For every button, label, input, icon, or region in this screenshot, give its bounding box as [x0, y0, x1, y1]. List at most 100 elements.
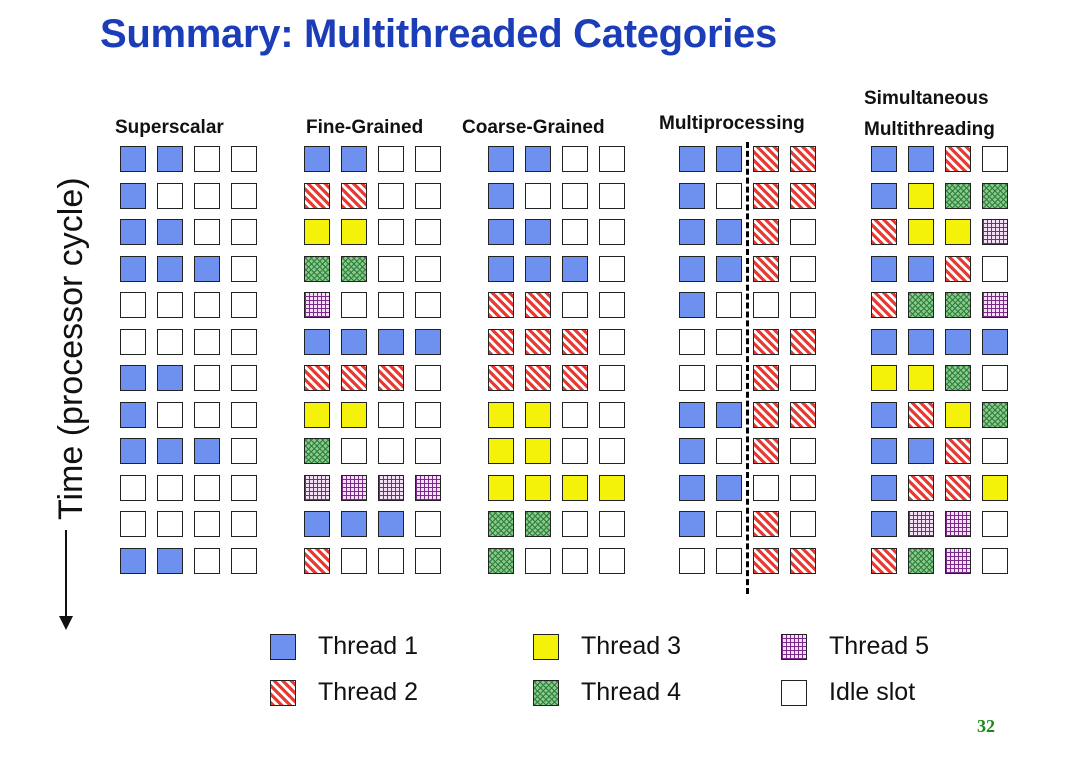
thread-4-slot: [945, 183, 971, 209]
column-heading-superscalar: Superscalar: [115, 115, 224, 140]
thread-1-slot: [679, 146, 705, 172]
thread-2-slot: [945, 146, 971, 172]
thread-4-slot: [525, 511, 551, 537]
thread-1-slot: [120, 365, 146, 391]
thread-2-slot: [488, 365, 514, 391]
thread-1-slot: [304, 329, 330, 355]
idle-slot: [341, 292, 367, 318]
thread-5-slot: [945, 548, 971, 574]
idle-slot: [231, 402, 257, 428]
idle-slot: [231, 146, 257, 172]
thread-1-slot: [488, 183, 514, 209]
idle-slot: [378, 183, 404, 209]
thread-5-slot: [378, 475, 404, 501]
thread-2-slot: [341, 365, 367, 391]
thread-4-slot: [908, 292, 934, 318]
idle-slot: [562, 548, 588, 574]
idle-slot: [562, 438, 588, 464]
thread-1-slot: [488, 219, 514, 245]
thread-1-slot: [871, 146, 897, 172]
idle-slot: [415, 183, 441, 209]
idle-slot: [716, 183, 742, 209]
thread-1-slot: [157, 146, 183, 172]
idle-slot: [378, 219, 404, 245]
idle-slot: [157, 475, 183, 501]
idle-slot: [415, 402, 441, 428]
thread-1-slot: [908, 146, 934, 172]
thread-4-slot: [945, 292, 971, 318]
thread-2-slot: [753, 402, 779, 428]
idle-slot: [679, 548, 705, 574]
idle-slot: [415, 438, 441, 464]
idle-slot: [194, 146, 220, 172]
column-heading-fine-grained: Fine-Grained: [306, 115, 423, 140]
thread-1-slot: [679, 402, 705, 428]
thread-1-slot: [716, 402, 742, 428]
idle-slot: [562, 146, 588, 172]
idle-slot: [415, 256, 441, 282]
idle-slot: [378, 146, 404, 172]
idle-slot: [525, 183, 551, 209]
thread-1-slot: [157, 438, 183, 464]
idle-slot: [194, 365, 220, 391]
thread-1-slot: [871, 402, 897, 428]
thread-1-slot: [679, 511, 705, 537]
legend-label: Thread 3: [581, 632, 682, 660]
thread-2-slot: [790, 548, 816, 574]
thread-1-slot: [982, 329, 1008, 355]
processor-divider-line: [746, 142, 749, 594]
thread-3-slot: [525, 438, 551, 464]
thread-1-slot: [871, 256, 897, 282]
idle-slot: [194, 329, 220, 355]
idle-slot: [231, 548, 257, 574]
idle-slot: [415, 219, 441, 245]
idle-slot: [562, 292, 588, 318]
thread-1-slot: [945, 329, 971, 355]
thread-1-slot: [157, 219, 183, 245]
idle-slot: [790, 438, 816, 464]
idle-slot: [157, 511, 183, 537]
thread-3-slot: [341, 219, 367, 245]
idle-slot: [599, 329, 625, 355]
idle-slot: [716, 511, 742, 537]
idle-slot: [599, 438, 625, 464]
time-axis-arrow-shaft: [65, 530, 67, 618]
column-heading-line: Multithreading: [864, 119, 995, 140]
idle-slot: [231, 183, 257, 209]
thread-4-slot: [488, 548, 514, 574]
idle-slot: [790, 292, 816, 318]
thread-1-slot: [120, 183, 146, 209]
thread-1-slot: [908, 256, 934, 282]
thread-1-slot: [120, 219, 146, 245]
legend-label: Thread 4: [581, 678, 682, 706]
thread-2-slot: [753, 511, 779, 537]
thread-4-slot: [341, 256, 367, 282]
column-heading-smt: Simultaneous Multithreading: [864, 86, 995, 142]
thread-2-slot: [304, 183, 330, 209]
idle-slot: [194, 292, 220, 318]
idle-slot: [982, 511, 1008, 537]
idle-slot: [599, 511, 625, 537]
thread-3-slot: [488, 402, 514, 428]
thread-2-slot: [871, 548, 897, 574]
idle-slot: [415, 146, 441, 172]
thread-3-slot: [525, 402, 551, 428]
column-heading-line: Superscalar: [115, 117, 224, 138]
idle-slot: [716, 365, 742, 391]
idle-slot: [378, 292, 404, 318]
thread-1-slot: [120, 146, 146, 172]
thread-1-slot: [120, 402, 146, 428]
column-heading-line: Multiprocessing: [659, 113, 805, 134]
thread-2-slot: [304, 548, 330, 574]
thread-2-slot: [790, 146, 816, 172]
thread-1-slot: [120, 438, 146, 464]
legend-label: Idle slot: [829, 678, 916, 706]
thread-5-slot: [945, 511, 971, 537]
legend-label: Thread 1: [318, 632, 419, 660]
thread-1-slot: [871, 329, 897, 355]
thread-2-slot: [753, 256, 779, 282]
idle-slot: [753, 292, 779, 318]
column-heading-multiprocessing: Multiprocessing: [659, 111, 805, 136]
idle-slot: [790, 475, 816, 501]
idle-slot: [599, 402, 625, 428]
